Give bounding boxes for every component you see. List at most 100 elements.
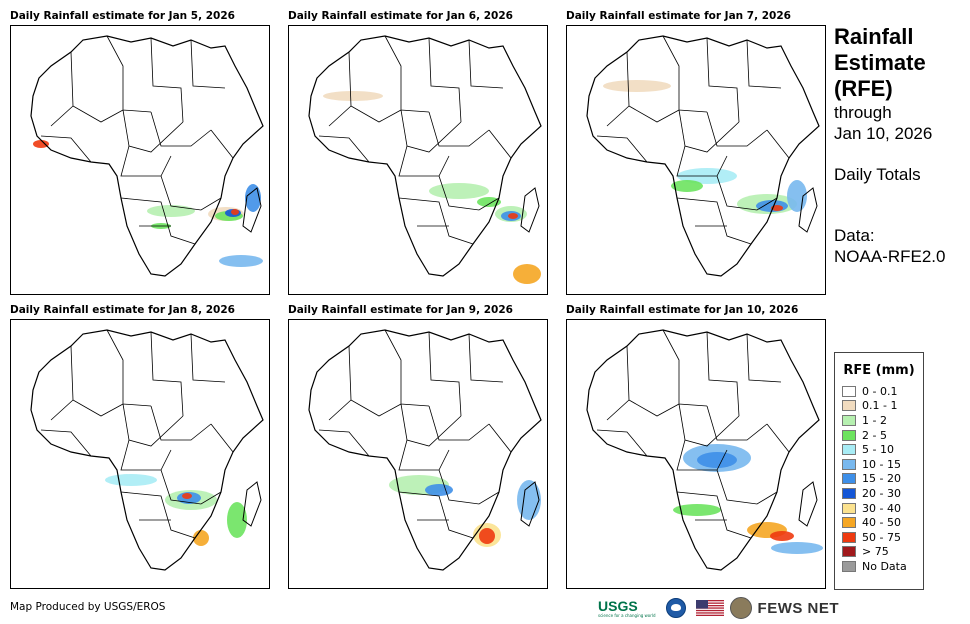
legend-label: 40 - 50: [862, 516, 901, 530]
legend-item: 1 - 2: [842, 413, 923, 428]
legend-label: > 75: [862, 545, 889, 559]
legend-label: 20 - 30: [862, 486, 901, 500]
country-border: [606, 105, 630, 127]
legend-item: 15 - 20: [842, 472, 923, 487]
legend-swatch: [842, 487, 856, 499]
country-border: [120, 439, 172, 471]
country-border: [150, 331, 184, 417]
rainfall-area: [323, 91, 383, 101]
country-border: [468, 333, 504, 383]
country-border: [438, 469, 500, 505]
africa-coastline: [308, 35, 542, 277]
rainfall-area: [105, 474, 157, 486]
country-border: [384, 35, 430, 113]
rainfall-area: [227, 502, 247, 538]
africa-rainfall-map: [288, 25, 548, 295]
through-label: through: [834, 103, 892, 122]
noaa-logo-icon: [665, 598, 686, 618]
rainfall-area: [517, 480, 541, 520]
madagascar-outline: [520, 187, 540, 233]
legend-swatch: [842, 444, 856, 456]
country-border: [716, 175, 778, 211]
country-border: [746, 333, 782, 383]
country-border: [318, 135, 370, 163]
legend-item: 5 - 10: [842, 442, 923, 457]
data-label: Data:: [834, 226, 875, 245]
country-border: [606, 399, 630, 421]
legend-swatch: [842, 414, 856, 426]
country-border: [662, 35, 708, 113]
data-source: NOAA-RFE2.0: [834, 247, 946, 266]
country-border: [398, 145, 450, 177]
country-border: [150, 111, 212, 147]
country-border: [706, 405, 768, 441]
country-border: [348, 51, 402, 123]
africa-coastline: [586, 329, 820, 571]
country-border: [318, 429, 370, 457]
legend-label: No Data: [862, 559, 907, 573]
usgs-wordmark: USGS: [598, 597, 638, 614]
rainfall-area: [479, 528, 495, 544]
country-border: [676, 145, 728, 177]
country-border: [596, 429, 648, 457]
rainfall-area: [231, 209, 239, 215]
legend-swatch: [842, 429, 856, 441]
panel-title: Daily Rainfall estimate for Jan 8, 2026: [10, 304, 235, 316]
country-border: [384, 329, 430, 407]
country-border: [766, 129, 790, 159]
rainfall-area: [193, 530, 209, 546]
legend-item: 20 - 30: [842, 486, 923, 501]
rainfall-area: [477, 197, 501, 207]
country-border: [150, 405, 212, 441]
product-title-line: Estimate: [834, 50, 926, 75]
rainfall-area: [673, 504, 721, 516]
legend-item: 40 - 50: [842, 515, 923, 530]
africa-rainfall-map: [566, 319, 826, 589]
africa-coastline: [30, 329, 264, 571]
country-border: [122, 403, 184, 447]
legend-item: 0 - 0.1: [842, 384, 923, 399]
product-title-line: Rainfall: [834, 24, 914, 49]
country-border: [106, 329, 152, 407]
rainfall-area: [671, 180, 703, 192]
legend-item: 50 - 75: [842, 530, 923, 545]
legend-swatch: [842, 458, 856, 470]
country-border: [348, 345, 402, 417]
rainfall-area: [513, 264, 541, 284]
country-border: [400, 109, 462, 153]
rainfall-area: [182, 493, 192, 499]
totals-label: Daily Totals: [834, 165, 921, 184]
map-credit: Map Produced by USGS/EROS: [10, 601, 166, 613]
legend-label: 50 - 75: [862, 530, 901, 544]
product-info: Rainfall Estimate (RFE) through Jan 10, …: [834, 24, 964, 267]
madagascar-outline: [798, 187, 818, 233]
madagascar-outline: [520, 481, 540, 527]
country-border: [160, 175, 222, 211]
country-border: [468, 39, 504, 89]
country-border: [120, 145, 172, 177]
country-border: [398, 491, 474, 539]
africa-coastline: [586, 35, 820, 277]
panel-title: Daily Rainfall estimate for Jan 9, 2026: [288, 304, 513, 316]
country-border: [50, 105, 74, 127]
country-border: [40, 429, 92, 457]
legend-item: 10 - 15: [842, 457, 923, 472]
africa-rainfall-map: [288, 319, 548, 589]
madagascar-outline: [798, 481, 818, 527]
rainfall-area: [33, 140, 49, 148]
country-border: [676, 439, 728, 471]
country-border: [428, 331, 462, 417]
panel-title: Daily Rainfall estimate for Jan 7, 2026: [566, 10, 791, 22]
rainfall-area: [697, 452, 737, 468]
country-border: [190, 39, 226, 89]
rainfall-area: [771, 542, 823, 554]
legend-label: 1 - 2: [862, 413, 887, 427]
country-border: [328, 399, 352, 421]
country-border: [40, 135, 92, 163]
madagascar-outline: [242, 481, 262, 527]
country-border: [488, 423, 512, 453]
legend-swatch: [842, 531, 856, 543]
country-border: [706, 331, 740, 417]
country-border: [70, 51, 124, 123]
country-border: [210, 423, 234, 453]
